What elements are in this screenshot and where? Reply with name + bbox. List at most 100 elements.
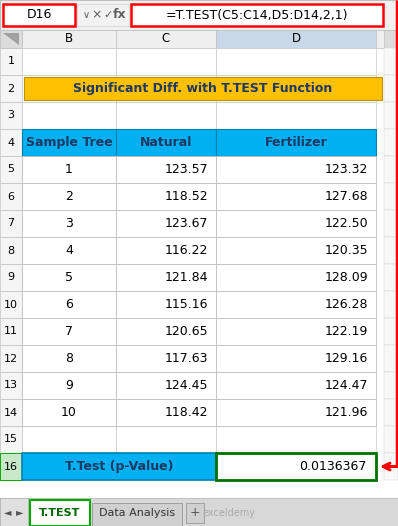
Bar xyxy=(22,345,116,372)
Bar xyxy=(116,30,216,48)
Text: 11: 11 xyxy=(4,327,18,337)
Bar xyxy=(116,453,216,480)
Bar xyxy=(116,399,216,426)
Bar xyxy=(22,237,116,264)
Bar xyxy=(116,318,216,345)
Bar xyxy=(0,30,398,48)
Bar xyxy=(216,183,376,210)
Bar xyxy=(116,210,216,237)
Bar xyxy=(116,183,216,210)
Bar xyxy=(216,372,376,399)
Bar xyxy=(22,156,116,183)
Text: 9: 9 xyxy=(8,272,15,282)
Bar xyxy=(116,48,216,75)
Bar xyxy=(0,498,28,526)
Bar xyxy=(216,210,376,237)
Bar xyxy=(24,77,382,100)
Bar xyxy=(30,500,90,526)
Text: T.Test (p-Value): T.Test (p-Value) xyxy=(65,460,173,473)
Text: Data Analysis: Data Analysis xyxy=(99,508,175,518)
Bar xyxy=(216,156,376,183)
Bar xyxy=(384,399,398,426)
Bar xyxy=(22,264,116,291)
Bar xyxy=(216,372,376,399)
Text: 5: 5 xyxy=(8,165,14,175)
Bar xyxy=(216,318,376,345)
Bar xyxy=(384,453,398,480)
Text: 10: 10 xyxy=(61,406,77,419)
Bar xyxy=(216,399,376,426)
Bar xyxy=(116,129,216,156)
Bar xyxy=(0,102,22,129)
Bar xyxy=(0,183,22,210)
Text: 5: 5 xyxy=(65,271,73,284)
Bar xyxy=(384,291,398,318)
Text: 129.16: 129.16 xyxy=(325,352,368,365)
Text: Natural: Natural xyxy=(140,136,192,149)
Bar xyxy=(22,183,116,210)
Text: T.TEST: T.TEST xyxy=(39,508,81,518)
Bar xyxy=(384,264,398,291)
Bar xyxy=(216,453,376,480)
Bar xyxy=(384,30,398,48)
Bar xyxy=(384,156,398,183)
Text: 6: 6 xyxy=(65,298,73,311)
Bar xyxy=(0,0,398,30)
Bar xyxy=(116,237,216,264)
Bar xyxy=(216,237,376,264)
Bar xyxy=(0,75,22,102)
Bar xyxy=(216,291,376,318)
Bar xyxy=(216,399,376,426)
Text: 3: 3 xyxy=(8,110,14,120)
Bar xyxy=(216,345,376,372)
Bar xyxy=(186,503,204,523)
Bar xyxy=(216,210,376,237)
Bar xyxy=(116,291,216,318)
Text: exceldemy: exceldemy xyxy=(203,508,256,518)
Bar xyxy=(22,48,116,75)
Text: 4: 4 xyxy=(8,137,15,147)
Bar xyxy=(0,318,22,345)
Bar xyxy=(384,318,398,345)
Text: 10: 10 xyxy=(4,299,18,309)
Bar xyxy=(216,102,376,129)
Text: 128.09: 128.09 xyxy=(324,271,368,284)
Bar xyxy=(116,318,216,345)
Bar xyxy=(22,291,116,318)
Bar xyxy=(22,399,116,426)
Bar xyxy=(216,345,376,372)
Text: 9: 9 xyxy=(65,379,73,392)
Text: ◄: ◄ xyxy=(4,507,12,517)
Bar xyxy=(22,318,116,345)
Text: C: C xyxy=(162,33,170,46)
Bar xyxy=(116,156,216,183)
Bar xyxy=(22,129,116,156)
Text: 127.68: 127.68 xyxy=(324,190,368,203)
Bar xyxy=(116,345,216,372)
Text: 122.50: 122.50 xyxy=(324,217,368,230)
Bar xyxy=(216,264,376,291)
Text: 7: 7 xyxy=(65,325,73,338)
Text: 118.52: 118.52 xyxy=(164,190,208,203)
Bar xyxy=(384,48,398,75)
Bar xyxy=(22,399,116,426)
Text: 123.32: 123.32 xyxy=(325,163,368,176)
Bar xyxy=(22,129,116,156)
Text: 122.19: 122.19 xyxy=(325,325,368,338)
Text: 7: 7 xyxy=(8,218,15,228)
Bar xyxy=(22,183,116,210)
Bar xyxy=(216,237,376,264)
Bar xyxy=(116,291,216,318)
Bar xyxy=(216,183,376,210)
Bar xyxy=(384,102,398,129)
Text: 115.16: 115.16 xyxy=(164,298,208,311)
Text: D: D xyxy=(291,33,300,46)
Bar xyxy=(22,156,116,183)
Text: 121.96: 121.96 xyxy=(325,406,368,419)
Bar xyxy=(22,345,116,372)
Bar xyxy=(77,4,129,26)
Text: +: + xyxy=(190,507,200,520)
Bar xyxy=(0,372,22,399)
Bar xyxy=(116,426,216,453)
Text: D16: D16 xyxy=(26,8,52,22)
